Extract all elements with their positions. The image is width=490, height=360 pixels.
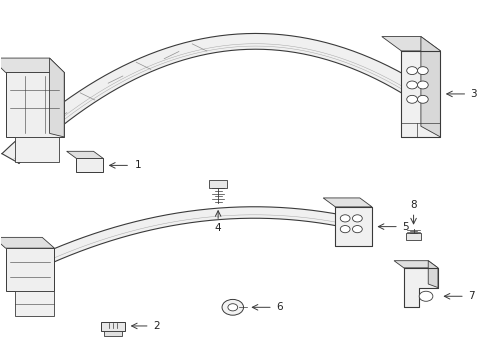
Circle shape — [352, 215, 362, 222]
Polygon shape — [404, 268, 438, 307]
Circle shape — [417, 95, 428, 103]
Text: 2: 2 — [153, 321, 160, 331]
Circle shape — [407, 81, 417, 89]
Circle shape — [407, 95, 417, 103]
Text: 5: 5 — [402, 222, 409, 231]
Polygon shape — [428, 261, 438, 288]
Circle shape — [352, 226, 362, 233]
Circle shape — [419, 291, 433, 301]
Polygon shape — [209, 180, 227, 188]
Text: 7: 7 — [468, 291, 475, 301]
Polygon shape — [401, 51, 441, 137]
Polygon shape — [335, 207, 372, 246]
Polygon shape — [101, 321, 125, 330]
Polygon shape — [5, 248, 54, 291]
Polygon shape — [11, 207, 355, 278]
Circle shape — [417, 81, 428, 89]
Polygon shape — [382, 37, 441, 51]
Polygon shape — [323, 198, 372, 207]
Circle shape — [407, 67, 417, 75]
Text: 6: 6 — [276, 302, 282, 312]
Circle shape — [417, 67, 428, 75]
Circle shape — [222, 300, 244, 315]
Polygon shape — [406, 233, 421, 240]
Text: 3: 3 — [470, 89, 476, 99]
Polygon shape — [76, 158, 103, 172]
Polygon shape — [2, 33, 438, 163]
Text: 1: 1 — [135, 161, 142, 170]
Circle shape — [228, 304, 238, 311]
Polygon shape — [67, 151, 103, 158]
Text: 8: 8 — [410, 200, 417, 210]
Polygon shape — [49, 58, 64, 137]
Polygon shape — [5, 72, 64, 137]
Circle shape — [340, 215, 350, 222]
Polygon shape — [394, 261, 438, 268]
Polygon shape — [15, 291, 54, 316]
Text: 4: 4 — [215, 223, 221, 233]
Polygon shape — [104, 330, 122, 336]
Polygon shape — [0, 58, 64, 72]
Polygon shape — [421, 37, 441, 137]
Circle shape — [340, 226, 350, 233]
Polygon shape — [15, 137, 59, 162]
Polygon shape — [0, 237, 54, 248]
